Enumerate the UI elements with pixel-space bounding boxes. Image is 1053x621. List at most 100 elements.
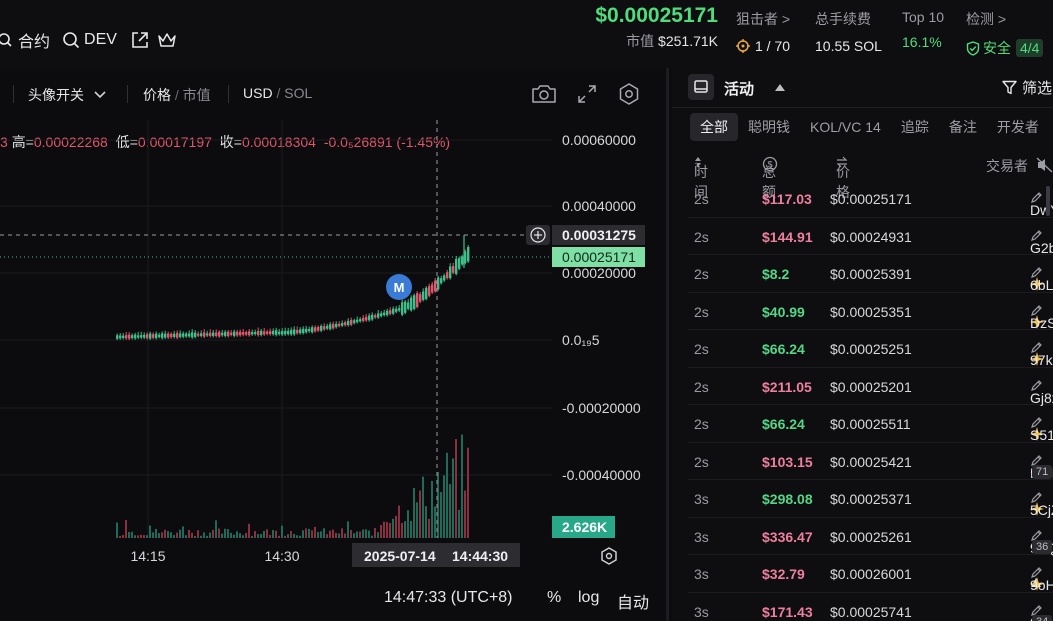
trader[interactable]: Gj8xr [1030, 379, 1053, 406]
edit-icon[interactable] [1030, 491, 1043, 504]
edit-icon[interactable] [1030, 416, 1043, 429]
candle [392, 308, 395, 314]
trade-row[interactable]: 3s $32.79 $0.00026001 9oHoB [688, 555, 1053, 593]
candle [194, 332, 197, 337]
trader[interactable]: 6bLxE [1030, 266, 1053, 293]
tab-kol-vc[interactable]: KOL/VC 14 [810, 119, 881, 135]
candle [299, 329, 302, 334]
edit-icon[interactable] [1030, 566, 1043, 579]
tab-tracked[interactable]: 追踪 [900, 119, 929, 135]
col-price[interactable]: 价格 [836, 156, 850, 200]
col-total[interactable]: 总额 $ [762, 156, 778, 200]
top10-stat: Top 10 16.1% [902, 9, 944, 50]
candle [386, 310, 389, 316]
snipers-stat[interactable]: 狙击者 > 1 / 70 [736, 9, 790, 54]
trader[interactable]: 97kmt [1030, 341, 1053, 368]
edit-icon[interactable] [1030, 266, 1043, 279]
candle [197, 333, 200, 336]
volume-bar [380, 524, 382, 538]
panel-divider[interactable] [666, 68, 669, 621]
trade-price: $0.00026001 [830, 566, 912, 582]
edit-icon[interactable] [1030, 229, 1043, 242]
volume-bar [386, 521, 388, 538]
candle [293, 329, 296, 335]
trader[interactable]: 9Qwvm34 [1030, 604, 1053, 621]
trader[interactable]: DbfBa71 [1030, 454, 1053, 481]
volume-bar [452, 458, 454, 538]
trade-row[interactable]: 2s $144.91 $0.00024931 G2bGD [688, 218, 1053, 256]
trader[interactable]: 93QkP36 [1030, 529, 1053, 556]
edit-icon[interactable] [1030, 379, 1043, 392]
col-time[interactable]: 时间 [694, 156, 708, 200]
snipers-value: 1 / 70 [755, 38, 791, 54]
avatar-toggle-button[interactable]: 头像开关 [28, 85, 106, 105]
price-chart[interactable]: 0.00031275 0.00025171 2.626K M 2025-07-14 14:… [0, 68, 668, 621]
trade-row[interactable]: 2s $211.05 $0.00025201 Gj8xr [688, 368, 1053, 406]
auto-toggle[interactable]: 自动 [617, 595, 650, 612]
trade-price: $0.00025371 [830, 491, 912, 507]
audit-stat[interactable]: 检测 > 安全 4/4 [966, 9, 1044, 58]
camera-icon[interactable] [531, 83, 557, 105]
edit-icon[interactable] [1030, 454, 1043, 467]
activity-scrollbar[interactable] [1046, 186, 1050, 216]
tab-notes[interactable]: 备注 [948, 119, 977, 135]
edit-icon[interactable] [1030, 304, 1043, 317]
trade-row[interactable]: 3s $298.08 $0.00025371 5CjZU [688, 480, 1053, 518]
trader[interactable]: 9oHoB [1030, 566, 1053, 593]
trader[interactable]: S5185 [1030, 416, 1053, 443]
snipers-label: 狙击者 > [736, 11, 791, 27]
trade-row[interactable]: 2s $117.03 $0.00025171 DwYKM [688, 180, 1053, 218]
currency-toggle[interactable]: USD / SOL [243, 85, 313, 101]
trader[interactable]: DwYKM [1030, 191, 1053, 218]
close-label: 收= [219, 134, 242, 150]
volume-bar [182, 526, 184, 538]
edit-icon[interactable] [1030, 341, 1043, 354]
filter-button[interactable]: 筛选 [1002, 77, 1052, 98]
contract-link[interactable]: 合约 [0, 28, 50, 52]
crown-icon[interactable] [157, 31, 177, 49]
trade-row[interactable]: 2s $66.24 $0.00025511 S5185 [688, 405, 1053, 443]
activity-toggle[interactable] [688, 74, 714, 100]
volume-bar [422, 476, 424, 538]
tab-all[interactable]: 全部 [690, 113, 738, 141]
holder-count-badge: 34 [1032, 614, 1053, 621]
fees-stat: 总手续费 10.55 SOL [815, 9, 882, 54]
price-mcap-toggle[interactable]: 价格 / 市值 [143, 87, 211, 103]
candle [266, 331, 269, 334]
edit-icon[interactable] [1030, 529, 1043, 542]
mute-icon[interactable] [1036, 157, 1053, 173]
trader-name: S5185 [1030, 427, 1053, 443]
trade-row[interactable]: 2s $66.24 $0.00025251 97kmt [688, 330, 1053, 368]
edit-icon[interactable] [1030, 604, 1043, 617]
trader[interactable]: DzSj4 [1030, 304, 1053, 331]
trade-row[interactable]: 2s $8.2 $0.00025391 6bLxE [688, 255, 1053, 293]
filter-icon [1002, 80, 1017, 95]
toolbar-divider [228, 85, 229, 103]
caret-up-icon[interactable] [774, 82, 786, 92]
percent-toggle[interactable]: % [547, 589, 562, 606]
tab-smart-money[interactable]: 聪明钱 [748, 119, 790, 135]
dev-link[interactable]: DEV [62, 31, 117, 49]
trade-row[interactable]: 2s $103.15 $0.00025421 DbfBa71 [688, 443, 1053, 481]
tab-developer[interactable]: 开发者 [996, 119, 1039, 135]
volume-bar [275, 530, 277, 538]
utc-clock[interactable]: 14:47:33 (UTC+8) [384, 589, 513, 606]
log-toggle[interactable]: log [578, 589, 600, 606]
migration-marker[interactable] [386, 274, 412, 300]
trader[interactable]: G2bGD [1030, 229, 1053, 256]
trade-row[interactable]: 3s $336.47 $0.00025261 93QkP36 [688, 518, 1053, 556]
trader[interactable]: 5CjZU [1030, 491, 1053, 518]
candle [446, 272, 449, 279]
volume-bar [383, 521, 385, 538]
trade-row[interactable]: 2s $40.99 $0.00025351 DzSj4 [688, 293, 1053, 331]
crosshair-date-label: 2025-07-14 [364, 548, 436, 564]
trade-price: $0.00025421 [830, 453, 912, 470]
trade-row[interactable]: 3s $171.43 $0.00025741 9Qwvm34 [688, 593, 1053, 621]
trade-time: 3s [694, 603, 709, 620]
edit-icon[interactable] [1030, 191, 1043, 204]
fullscreen-icon[interactable] [576, 83, 598, 105]
trade-amount: $32.79 [762, 566, 805, 582]
mcap-option: 市值 [182, 87, 211, 103]
external-link-icon[interactable] [131, 31, 149, 49]
settings-icon[interactable] [617, 82, 641, 106]
